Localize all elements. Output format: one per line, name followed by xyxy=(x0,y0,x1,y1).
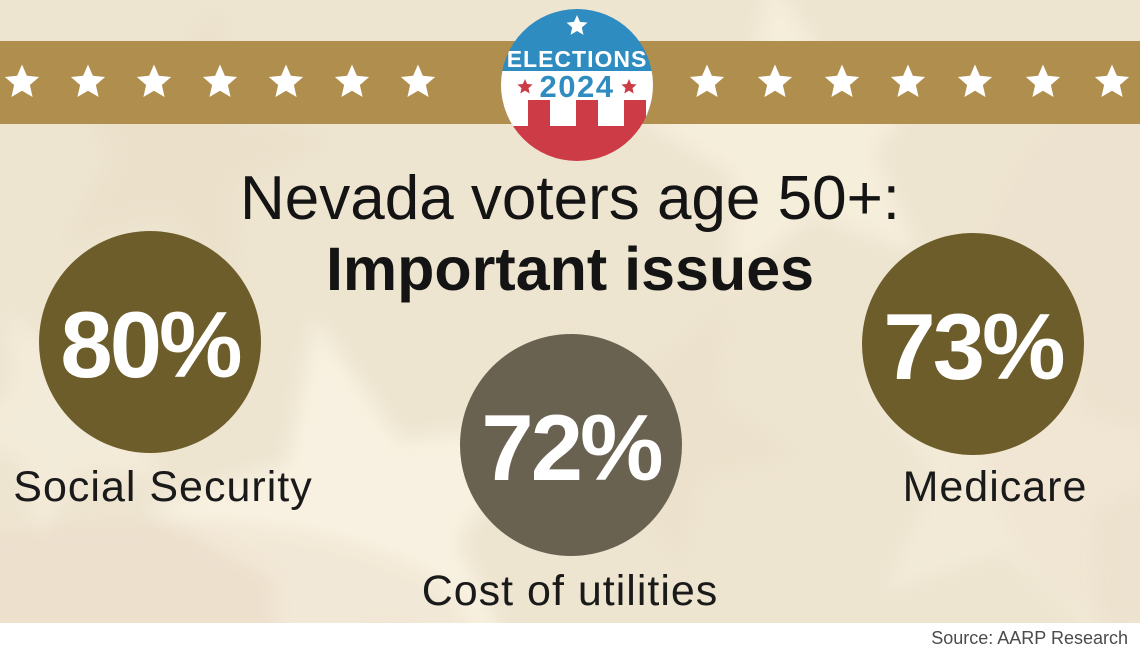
band-star-icon xyxy=(334,64,370,98)
band-star-icon xyxy=(268,64,304,98)
title-line-1: Nevada voters age 50+: xyxy=(239,164,901,233)
stat-circle-medicare: 73% xyxy=(862,233,1084,455)
band-star-icon xyxy=(757,64,793,98)
stat-label: Cost of utilities xyxy=(421,567,719,615)
band-star-icon xyxy=(957,64,993,98)
band-star-icon xyxy=(202,64,238,98)
band-star-icon xyxy=(400,64,436,98)
band-star-icon xyxy=(890,64,926,98)
stat-label: Social Security xyxy=(13,463,313,511)
badge-year-text: 2024 xyxy=(540,69,615,104)
band-star-icon xyxy=(4,64,40,98)
stat-value: 73% xyxy=(883,294,1065,399)
background-wash xyxy=(0,520,470,655)
stat-label: Medicare xyxy=(902,463,1088,511)
stat-value: 72% xyxy=(481,395,663,500)
band-star-icon xyxy=(689,64,725,98)
band-star-icon xyxy=(824,64,860,98)
title-line-2: Important issues xyxy=(325,235,815,303)
source-text: Source: AARP Research xyxy=(931,628,1128,648)
stat-circle-cost-of-utilities: 72% xyxy=(460,334,682,556)
stat-circle-social-security: 80% xyxy=(39,231,261,453)
elections-2024-badge: ELECTIONS 2024 xyxy=(501,9,653,161)
badge-elections-text: ELECTIONS xyxy=(507,46,648,72)
band-star-icon xyxy=(1094,64,1130,98)
band-star-icon xyxy=(136,64,172,98)
band-star-icon xyxy=(1025,64,1061,98)
stat-value: 80% xyxy=(60,292,242,397)
source-bar: Source: AARP Research xyxy=(0,623,1140,655)
band-star-icon xyxy=(70,64,106,98)
headline: Nevada voters age 50+: Important issues xyxy=(0,164,1140,304)
